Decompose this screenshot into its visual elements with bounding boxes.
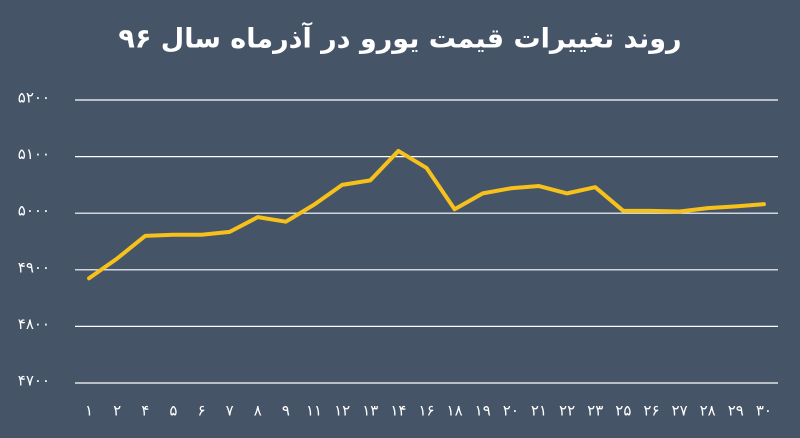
y-tick-label: ۴۸۰۰: [18, 315, 50, 333]
x-tick-label: ۲۳: [587, 402, 603, 420]
line: [87, 148, 766, 281]
y-tick-label: ۵۲۰۰: [18, 89, 50, 107]
x-tick-label: ۶: [198, 402, 206, 420]
x-tick-label: ۵: [169, 402, 177, 420]
x-tick-label: ۸: [254, 402, 262, 420]
x-tick-label: ۲۹: [728, 402, 744, 420]
x-tick-label: ۲۶: [643, 402, 659, 420]
x-tick-label: ۲۲: [559, 402, 575, 420]
x-tick-label: ۳۰: [756, 402, 772, 420]
x-tick-label: ۱۳: [362, 402, 378, 420]
x-tick-label: ۲۰: [503, 402, 519, 420]
x-tick-label: ۴: [141, 402, 149, 420]
x-tick-label: ۱۲: [334, 402, 350, 420]
x-tick-label: ۲۱: [531, 402, 547, 420]
x-tick-label: ۲۸: [700, 402, 716, 420]
x-tick-label: ۱: [85, 402, 93, 420]
y-tick-label: ۴۹۰۰: [18, 258, 50, 276]
x-tick-label: ۱۱: [306, 402, 322, 420]
y-tick-label: ۵۱۰۰: [18, 145, 50, 163]
y-tick-label: ۵۰۰۰: [18, 202, 50, 220]
y-tick-label: ۴۷۰۰: [18, 372, 50, 390]
x-tick-label: ۷: [226, 402, 234, 420]
x-tick-label: ۱۴: [390, 402, 406, 420]
x-tick-label: ۱۹: [475, 402, 491, 420]
x-tick-label: ۱۸: [447, 402, 463, 420]
x-tick-label: ۲: [113, 402, 121, 420]
chart-title: روند تغییرات قیمت یورو در آذرماه سال ۹۶: [118, 22, 681, 55]
x-tick-label: ۲۵: [615, 402, 631, 420]
x-tick-label: ۲۷: [672, 402, 688, 420]
x-tick-label: ۹: [282, 402, 290, 420]
x-tick-label: ۱۶: [418, 402, 434, 420]
